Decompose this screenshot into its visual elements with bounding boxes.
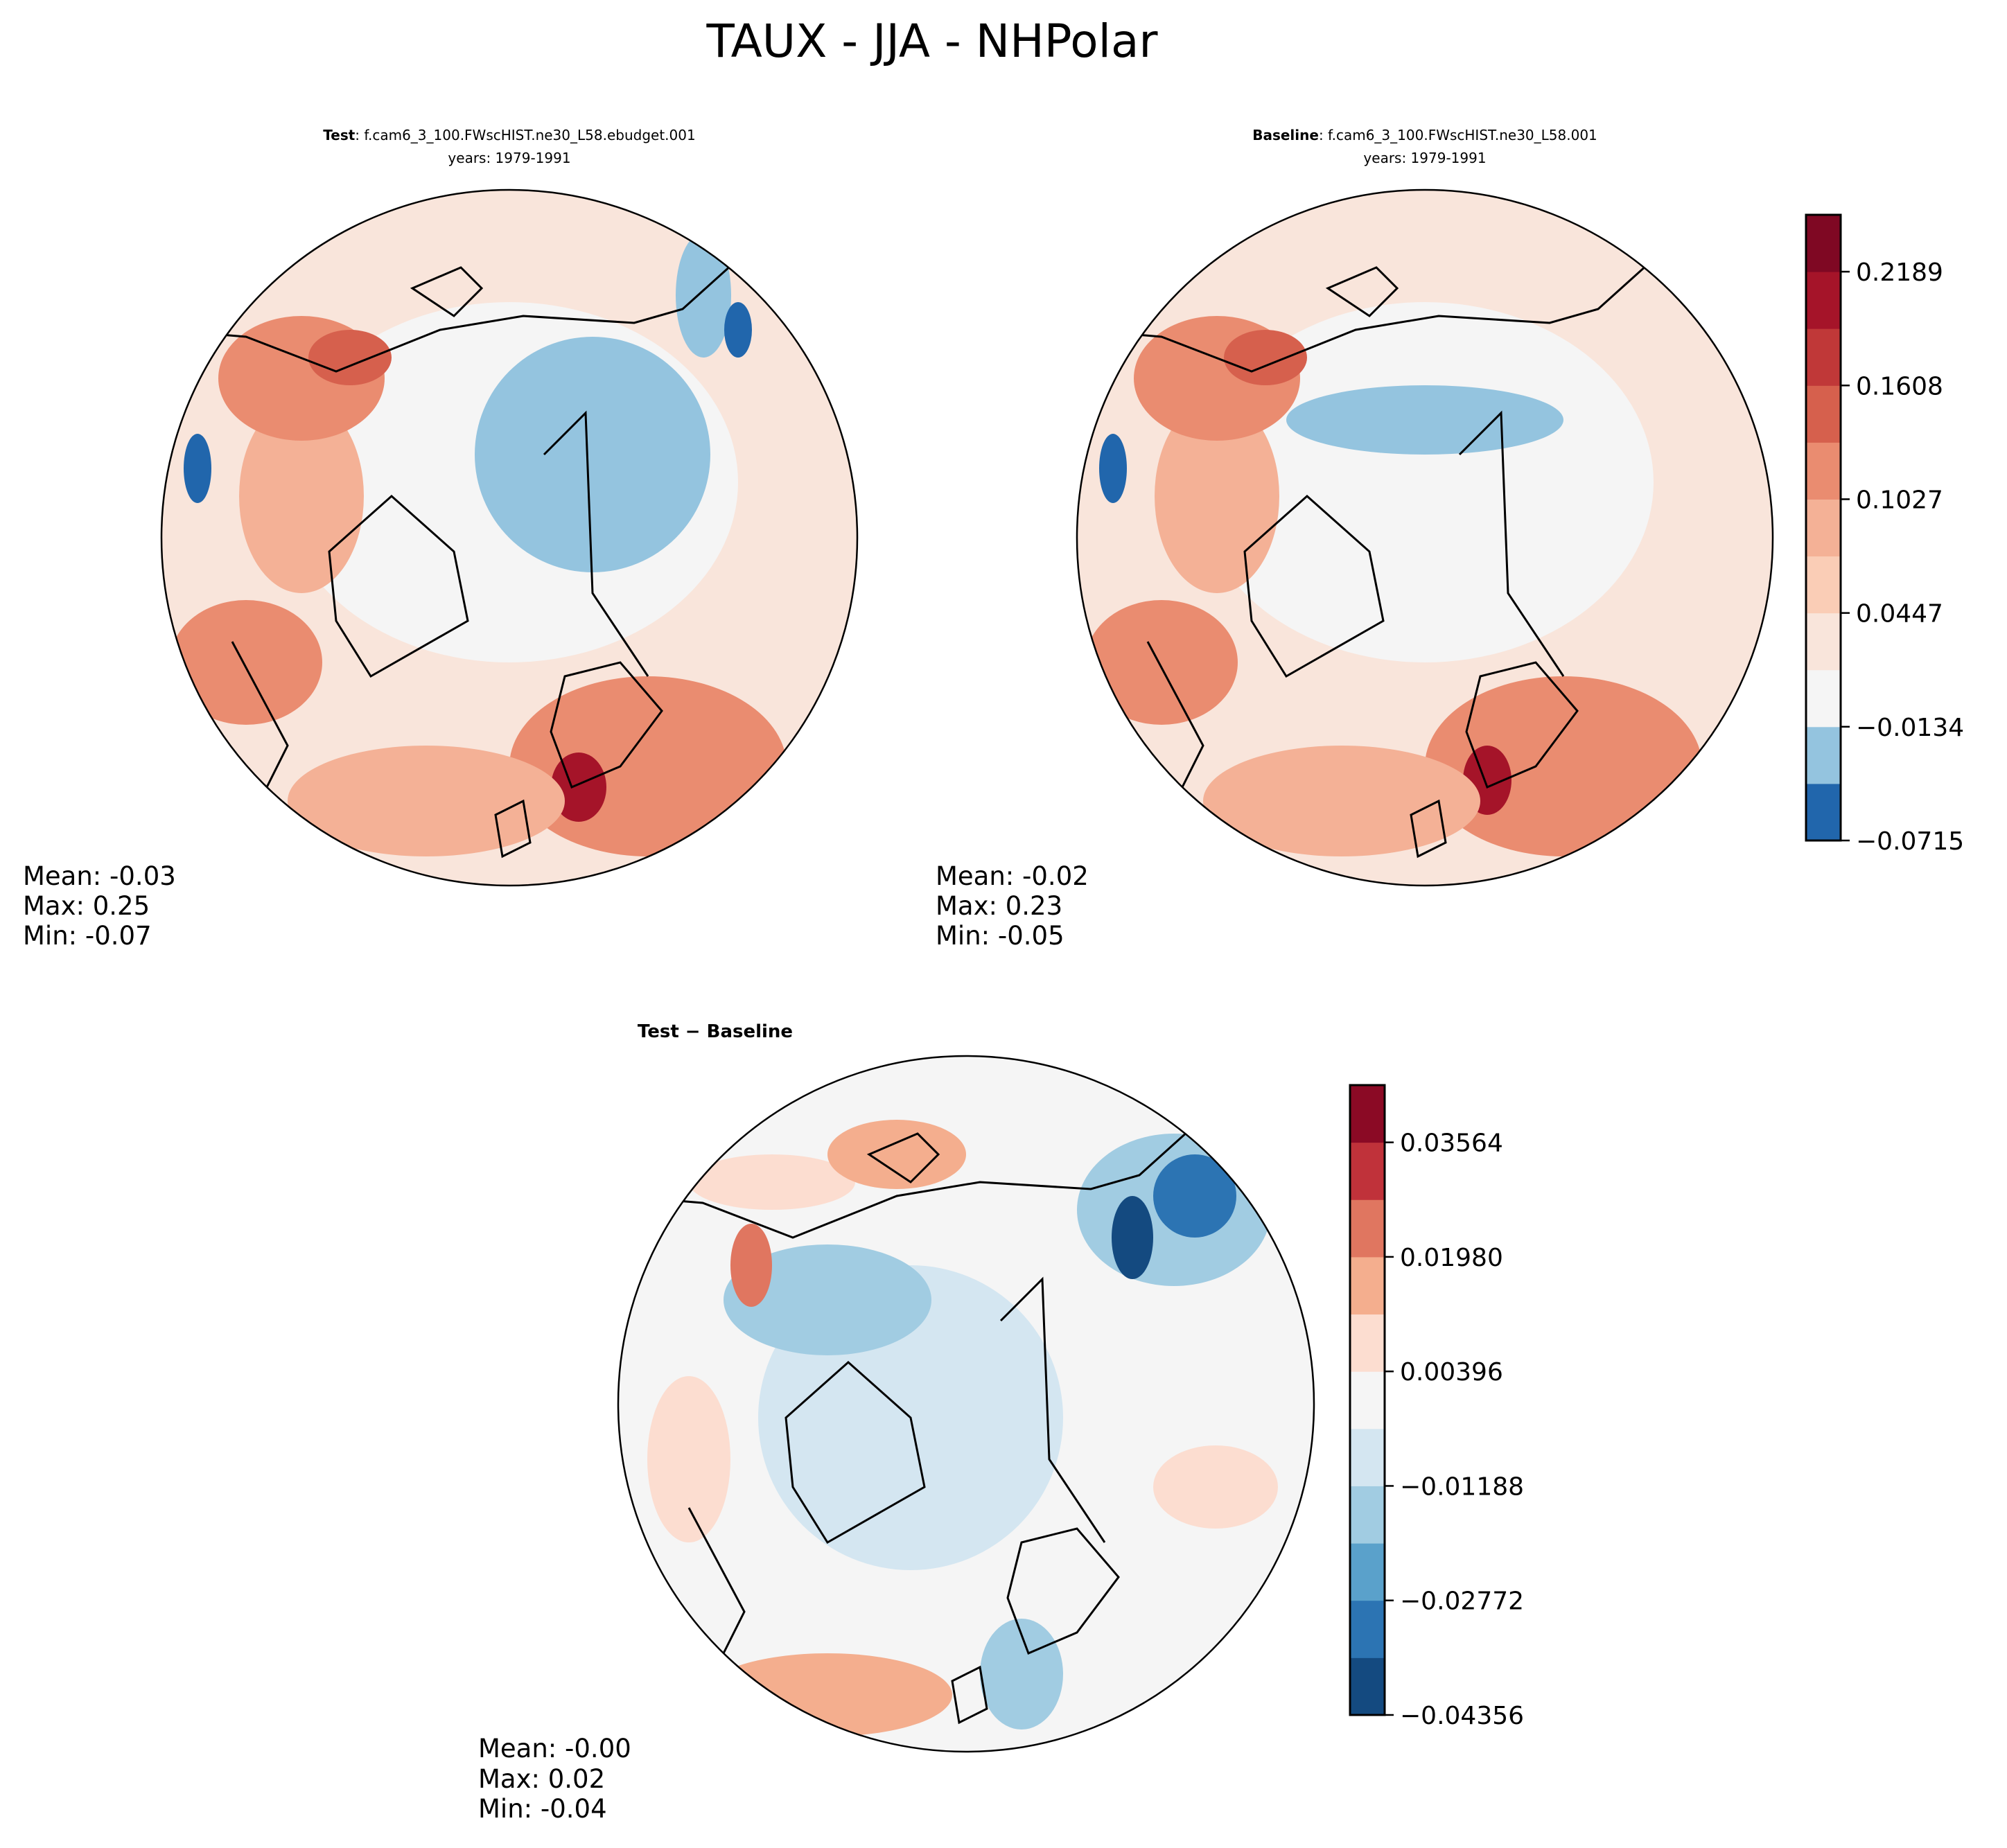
diff-contour-region (827, 1120, 966, 1189)
test-map (160, 188, 859, 887)
baseline-contour-region (1085, 600, 1238, 725)
colorbar-main-band (1806, 442, 1841, 500)
colorbar-main-tick-label: 0.1608 (1856, 372, 1943, 401)
diff-map (617, 1055, 1315, 1753)
colorbar-diff-band (1350, 1371, 1385, 1429)
baseline-contour-region (1224, 330, 1307, 385)
test-min: Min: -0.07 (23, 921, 152, 951)
diff-contour-region (1153, 1154, 1236, 1238)
colorbar-diff-band (1350, 1543, 1385, 1601)
colorbar-diff-band (1350, 1199, 1385, 1258)
colorbar-main-band (1806, 613, 1841, 671)
baseline-years: years: 1979-1991 (1363, 150, 1486, 166)
diff-max: Max: 0.02 (478, 1764, 605, 1794)
test-map-boundary (160, 188, 859, 887)
test-contour-region (509, 676, 787, 856)
colorbar-main-band (1806, 215, 1841, 272)
diff-map-boundary (617, 1055, 1315, 1753)
colorbar-main-band (1806, 328, 1841, 386)
test-title-rest: : f.cam6_3_100.FWscHIST.ne30_L58.ebudget… (355, 127, 695, 143)
test-title-bold: Test (323, 127, 355, 143)
baseline-mean: Mean: -0.02 (936, 861, 1089, 891)
colorbar-main-band (1806, 272, 1841, 329)
colorbar-main-band (1806, 385, 1841, 443)
colorbar-main-tick-label: −0.0134 (1856, 714, 1964, 742)
diff-title: Test − Baseline (638, 1021, 793, 1042)
colorbar-diff-band (1350, 1657, 1385, 1716)
test-contour-region (288, 746, 565, 856)
baseline-max: Max: 0.23 (936, 891, 1062, 921)
colorbar-diff-tick-label: 0.01980 (1400, 1244, 1503, 1272)
colorbar-diff-tick-label: 0.00396 (1400, 1358, 1503, 1387)
test-contour-region (676, 233, 731, 358)
colorbar-main-band (1806, 669, 1841, 728)
colorbar-main-frame (1805, 213, 1842, 842)
colorbar-diff-band (1350, 1085, 1385, 1143)
test-max: Max: 0.25 (23, 891, 150, 921)
colorbar-diff-band (1350, 1428, 1385, 1486)
diff-contour-region (689, 1154, 855, 1210)
baseline-min: Min: -0.05 (936, 921, 1064, 951)
colorbar-diff-tick-label: −0.04356 (1400, 1702, 1524, 1730)
colorbar-main-band (1806, 726, 1841, 784)
test-contour-region (308, 330, 392, 385)
test-contour-region (239, 399, 364, 593)
diff-contour-region (730, 1224, 772, 1307)
baseline-contour-region (1286, 385, 1563, 455)
diff-coastline (619, 1111, 1210, 1725)
baseline-title-bold: Baseline (1252, 127, 1319, 143)
colorbar-main-band (1806, 783, 1841, 841)
colorbar-main-tick-label: 0.0447 (1856, 600, 1943, 628)
diff-min: Min: -0.04 (478, 1794, 607, 1824)
colorbar-diff-band (1350, 1486, 1385, 1544)
colorbar-main-band (1806, 556, 1841, 614)
test-mean: Mean: -0.03 (23, 861, 176, 891)
diff-mean: Mean: -0.00 (478, 1734, 631, 1763)
colorbar-diff-tick-label: 0.03564 (1400, 1129, 1503, 1158)
colorbar-diff-band (1350, 1142, 1385, 1200)
baseline-contour-region (1155, 399, 1279, 593)
colorbar-diff-band (1350, 1600, 1385, 1658)
baseline-coastline (1078, 245, 1669, 859)
baseline-contour-region (1203, 746, 1480, 856)
test-contour-region (170, 600, 322, 725)
colorbar-diff-band (1350, 1256, 1385, 1315)
test-contour-region (184, 434, 211, 503)
test-years: years: 1979-1991 (448, 150, 570, 166)
test-contour-region (475, 337, 710, 572)
diff-contour-region (724, 1244, 931, 1355)
diff-contour-region (647, 1376, 730, 1542)
baseline-contour-region (1196, 302, 1654, 662)
colorbar-diff-tick-label: −0.01188 (1400, 1472, 1524, 1501)
baseline-contour-region (1099, 434, 1127, 503)
diff-contour-region (703, 1653, 952, 1736)
figure-title: TAUX - JJA - NHPolar (705, 15, 1158, 68)
diff-contour-region (1112, 1196, 1153, 1279)
baseline-title-rest: : f.cam6_3_100.FWscHIST.ne30_L58.001 (1319, 127, 1597, 143)
diff-contour-region (1153, 1445, 1278, 1529)
baseline-title: Baseline: f.cam6_3_100.FWscHIST.ne30_L58… (1252, 127, 1597, 143)
colorbar-diff-frame (1349, 1084, 1386, 1716)
baseline-map-boundary (1076, 188, 1774, 887)
colorbar-main-tick-label: 0.1027 (1856, 486, 1943, 514)
colorbar-diff-tick-label: −0.02772 (1400, 1587, 1524, 1616)
test-coastline (162, 245, 753, 859)
test-contour-region (724, 302, 752, 358)
colorbar-diff-band (1350, 1314, 1385, 1372)
colorbar-main-tick-label: −0.0715 (1856, 827, 1964, 856)
baseline-map (1076, 188, 1774, 887)
test-title: Test: f.cam6_3_100.FWscHIST.ne30_L58.ebu… (323, 127, 695, 143)
colorbar-main-tick-label: 0.2189 (1856, 258, 1943, 287)
colorbar-main-band (1806, 499, 1841, 557)
